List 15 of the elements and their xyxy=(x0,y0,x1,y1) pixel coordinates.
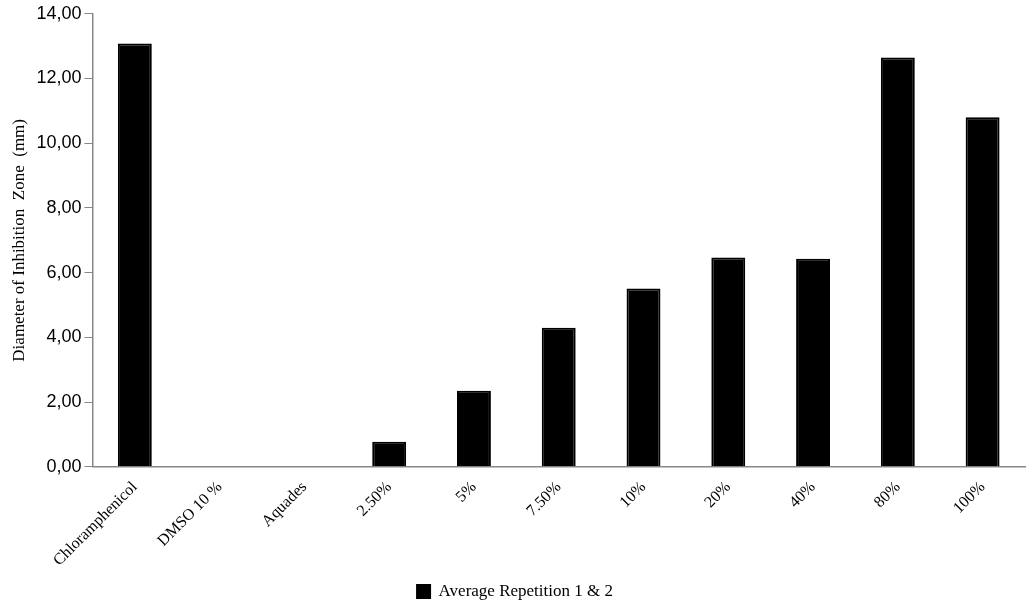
y-tick-label: 12,00 xyxy=(36,67,82,88)
y-tick-label: 4,00 xyxy=(46,326,82,347)
y-tick-label: 0,00 xyxy=(46,455,82,476)
x-tick-label: 20% xyxy=(700,477,734,511)
y-tick-label: 10,00 xyxy=(36,132,82,153)
y-tick-label: 2,00 xyxy=(46,391,82,412)
y-tick-label: 6,00 xyxy=(46,261,82,282)
x-tick-label: 40% xyxy=(785,477,819,511)
x-tick-label: 5% xyxy=(451,477,480,505)
x-tick-label: 10% xyxy=(615,477,649,511)
x-tick-label: 80% xyxy=(870,477,903,511)
y-axis-title: Diameter of Inhibition Zone (mm) xyxy=(8,119,28,362)
y-tick-label: 14,00 xyxy=(36,2,82,23)
legend-label: Average Repetition 1 & 2 xyxy=(438,580,613,600)
y-tick-label: 8,00 xyxy=(46,196,82,217)
